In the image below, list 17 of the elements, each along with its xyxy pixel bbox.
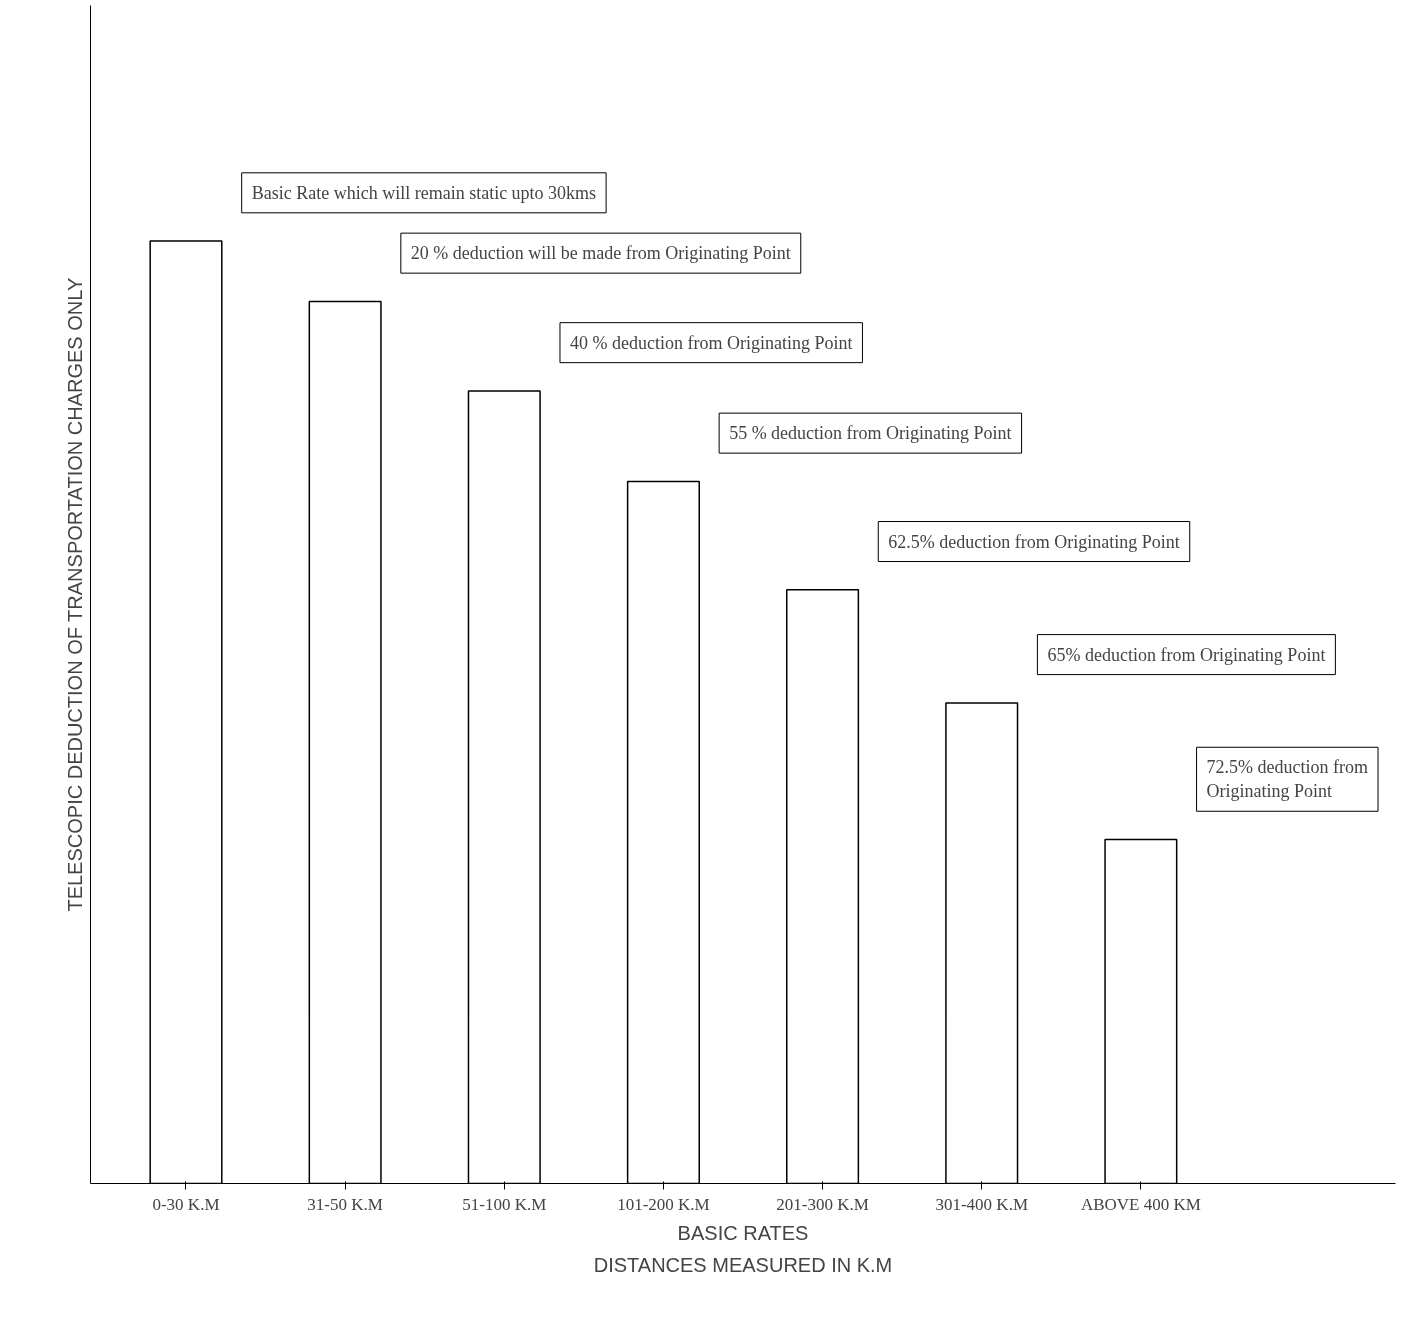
- annotation: 62.5% deduction from Originating Point: [888, 531, 1180, 552]
- annotation: 20 % deduction will be made from Originating Point: [410, 243, 791, 264]
- x-tick-label: 101-200 K.M: [617, 1194, 710, 1214]
- x-tick-label: ABOVE 400 KM: [1080, 1194, 1201, 1214]
- annotation: 65% deduction from Originating Point: [1047, 644, 1326, 665]
- x-tick-label: 201-300 K.M: [776, 1194, 869, 1214]
- x-tick-label: 51-100 K.M: [462, 1194, 547, 1214]
- annotation: 40 % deduction from Originating Point: [569, 332, 853, 353]
- annotation: 55 % deduction from Originating Point: [729, 423, 1012, 444]
- text: Basic Rate which will remain static upto 30kms: [251, 182, 597, 203]
- x-axis-title: BASIC RATES: [677, 1221, 809, 1244]
- x-tick-label: 301-400 K.M: [935, 1194, 1029, 1214]
- x-tick-label: 0-30 K.M: [152, 1194, 220, 1214]
- y-axis-title: TELESCOPIC DEDUCTION OF TRANSPORTATION CHARGES ONLY: [63, 277, 86, 912]
- x-tick-label: 31-50 K.M: [307, 1194, 383, 1214]
- annotation: 72.5% deduction from Originating Point: [1206, 757, 1369, 802]
- text: DISTANCES MEASURED IN K.M: [593, 1253, 893, 1276]
